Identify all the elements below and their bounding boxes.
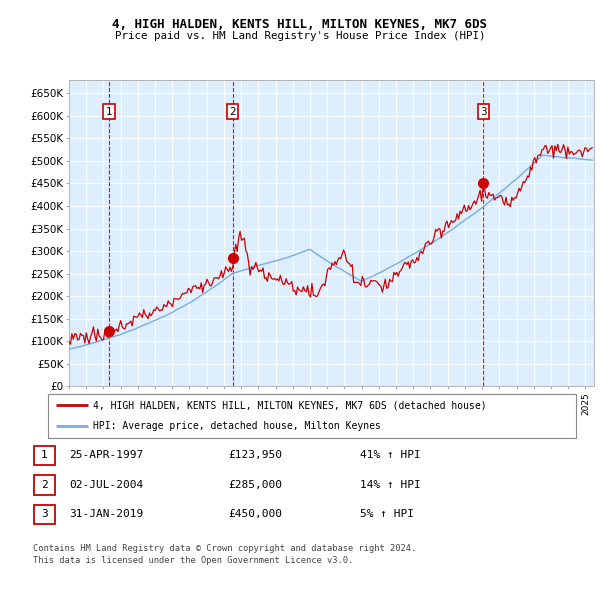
Text: 02-JUL-2004: 02-JUL-2004: [69, 480, 143, 490]
Text: £285,000: £285,000: [228, 480, 282, 490]
Text: 31-JAN-2019: 31-JAN-2019: [69, 510, 143, 519]
Text: HPI: Average price, detached house, Milton Keynes: HPI: Average price, detached house, Milt…: [93, 421, 381, 431]
Text: 4, HIGH HALDEN, KENTS HILL, MILTON KEYNES, MK7 6DS: 4, HIGH HALDEN, KENTS HILL, MILTON KEYNE…: [113, 18, 487, 31]
Text: 1: 1: [41, 451, 48, 460]
Text: Contains HM Land Registry data © Crown copyright and database right 2024.: Contains HM Land Registry data © Crown c…: [33, 545, 416, 553]
Text: 5% ↑ HPI: 5% ↑ HPI: [360, 510, 414, 519]
Text: 2: 2: [41, 480, 48, 490]
FancyBboxPatch shape: [48, 394, 576, 438]
Text: 25-APR-1997: 25-APR-1997: [69, 451, 143, 460]
FancyBboxPatch shape: [34, 446, 55, 465]
Text: 4, HIGH HALDEN, KENTS HILL, MILTON KEYNES, MK7 6DS (detached house): 4, HIGH HALDEN, KENTS HILL, MILTON KEYNE…: [93, 401, 487, 411]
Text: 1: 1: [106, 107, 112, 117]
Text: £450,000: £450,000: [228, 510, 282, 519]
Text: 2: 2: [229, 107, 236, 117]
FancyBboxPatch shape: [34, 505, 55, 524]
Text: 3: 3: [41, 510, 48, 519]
Text: 14% ↑ HPI: 14% ↑ HPI: [360, 480, 421, 490]
Text: This data is licensed under the Open Government Licence v3.0.: This data is licensed under the Open Gov…: [33, 556, 353, 565]
FancyBboxPatch shape: [34, 476, 55, 494]
Text: 41% ↑ HPI: 41% ↑ HPI: [360, 451, 421, 460]
Text: Price paid vs. HM Land Registry's House Price Index (HPI): Price paid vs. HM Land Registry's House …: [115, 31, 485, 41]
Text: 3: 3: [480, 107, 487, 117]
Text: £123,950: £123,950: [228, 451, 282, 460]
